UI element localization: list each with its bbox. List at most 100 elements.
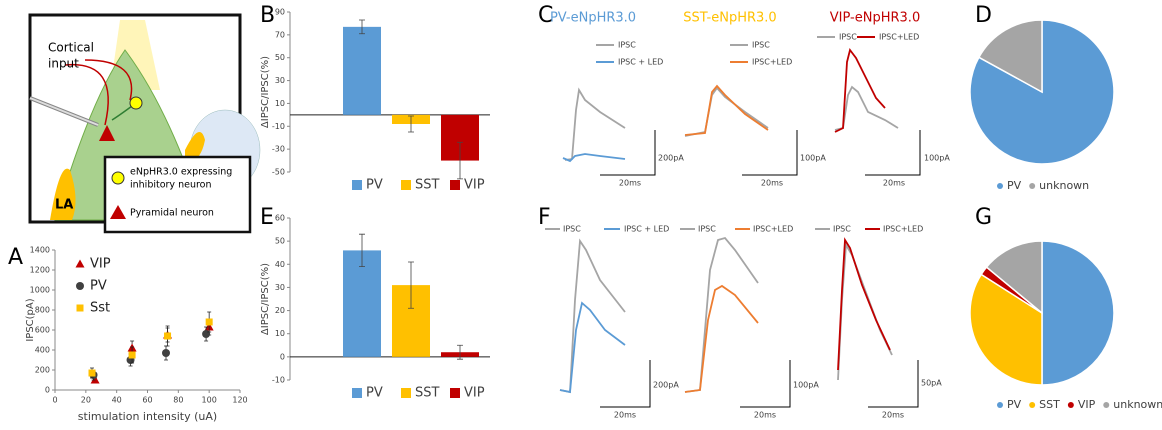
y-tick-label: 800	[35, 306, 50, 315]
x-tick-label: 80	[173, 396, 183, 405]
legend-label: Sst	[90, 301, 110, 316]
marker	[128, 351, 136, 359]
y-tick-label: 30	[275, 76, 285, 85]
y-tick-label: 10	[275, 329, 285, 338]
legend-label: PV	[1007, 179, 1022, 192]
pie-slice	[977, 19, 1043, 94]
y-tick-label: 50	[275, 53, 285, 62]
error-bar	[359, 233, 365, 267]
scale-label: 20ms	[882, 411, 904, 420]
legend-label: unknown	[1039, 179, 1089, 192]
traces-c: PV-eNpHR3.0 SST-eNpHR3.0 VIP-eNpHR3.0 IP…	[550, 11, 950, 188]
y-tick-label: 0	[280, 352, 285, 361]
legend-label: PV	[1007, 398, 1022, 411]
legend-label: SST	[415, 178, 440, 193]
y-tick-label: 400	[35, 346, 50, 355]
scale-label: 100pA	[793, 381, 819, 390]
scale-label: 100pA	[800, 154, 826, 163]
legend-label: PV	[366, 386, 383, 401]
trace-legend: IPSC + LED	[618, 58, 663, 67]
marker	[76, 304, 84, 312]
trace-title: VIP-eNpHR3.0	[830, 11, 920, 26]
scale-label: 200pA	[653, 381, 679, 390]
y-axis-label: IPSC(pA)	[25, 298, 36, 341]
trace-legend: IPSC+LED	[752, 58, 792, 67]
panel-label: B	[260, 3, 275, 28]
pie-slice	[969, 19, 1115, 165]
x-tick-label: 60	[142, 396, 152, 405]
x-tick-label: 120	[232, 396, 247, 405]
traces-f: IPSC IPSC + LED 200pA 20ms IPSC IPSC+LED…	[545, 225, 942, 420]
diagram-legend: Pyramidal neuron	[130, 208, 214, 219]
y-tick-label: 40	[275, 260, 285, 269]
trace-legend: IPSC+LED	[883, 225, 923, 234]
x-tick-label: 100	[202, 396, 217, 405]
y-tick-label: 600	[35, 326, 50, 335]
x-tick-label: 40	[112, 396, 122, 405]
legend-swatch	[352, 180, 362, 190]
error-bar	[408, 115, 414, 133]
error-bar	[457, 344, 463, 360]
scale-label: 20ms	[619, 179, 641, 188]
y-tick-label: -50	[272, 168, 285, 177]
error-bar	[408, 261, 414, 309]
legend-swatch	[997, 183, 1003, 189]
legend-swatch	[997, 402, 1003, 408]
error-bar	[457, 141, 463, 180]
y-tick-label: -30	[272, 145, 285, 154]
scale-label: 20ms	[883, 179, 905, 188]
trace-title: PV-eNpHR3.0	[550, 11, 636, 26]
scale-label: 20ms	[761, 179, 783, 188]
marker	[164, 332, 172, 340]
marker	[88, 369, 96, 377]
y-tick-label: 1400	[30, 246, 50, 255]
diagram-label: Cortical	[48, 41, 94, 55]
panel-label: C	[538, 3, 553, 28]
legend-swatch	[1029, 183, 1036, 189]
legend-swatch	[352, 388, 362, 398]
y-axis-label: ΔIPSC/IPSC(%)	[260, 263, 271, 335]
y-axis-label: ΔIPSC/IPSC(%)	[260, 56, 271, 128]
diagram-legend: inhibitory neuron	[130, 180, 212, 191]
panel-label: D	[975, 3, 992, 28]
bar	[343, 26, 381, 115]
y-tick-label: 200	[35, 366, 50, 375]
pie-slice	[1041, 240, 1115, 386]
trace-legend: IPSC+LED	[879, 33, 919, 42]
scale-label: 200pA	[658, 154, 684, 163]
marker	[90, 375, 100, 384]
scale-label: 20ms	[614, 411, 636, 420]
scale-label: 100pA	[924, 154, 950, 163]
trace-legend: IPSC	[698, 225, 716, 234]
legend-label: VIP	[90, 257, 111, 272]
legend-swatch	[401, 388, 411, 398]
diagram-label: input	[48, 57, 79, 71]
legend-label: SST	[415, 386, 440, 401]
trace-title: SST-eNpHR3.0	[683, 11, 776, 26]
y-tick-label: 20	[275, 306, 285, 315]
legend-label: VIP	[464, 386, 485, 401]
legend-label: VIP	[464, 178, 485, 193]
legend-label: VIP	[1078, 398, 1096, 411]
legend-label: unknown	[1113, 398, 1162, 411]
marker	[75, 259, 85, 268]
legend-label: SST	[1039, 398, 1060, 411]
trace-legend: IPSC + LED	[624, 225, 669, 234]
error-bar	[359, 19, 365, 35]
y-tick-label: 50	[275, 237, 285, 246]
y-tick-label: -10	[272, 122, 285, 131]
bar	[343, 250, 381, 357]
legend-swatch	[1029, 402, 1036, 408]
legend-swatch	[401, 180, 411, 190]
y-tick-label: 1000	[30, 286, 50, 295]
trace-legend: IPSC	[618, 41, 636, 50]
panel-label: G	[975, 205, 992, 230]
pie-slice	[985, 240, 1043, 315]
y-tick-label: 60	[275, 214, 285, 223]
diagram-label: LA	[55, 198, 73, 213]
x-axis-label: stimulation intensity (uA)	[78, 410, 217, 423]
legend-swatch	[450, 180, 460, 190]
marker	[76, 282, 84, 290]
legend-swatch	[1067, 402, 1074, 408]
